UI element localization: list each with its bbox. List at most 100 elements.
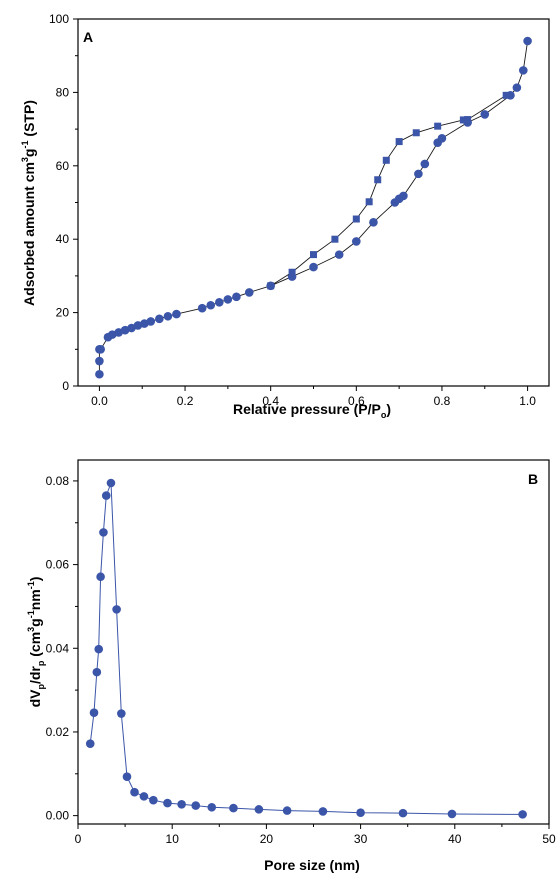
- series-a: [95, 36, 532, 379]
- data-point-a-0: [95, 356, 104, 366]
- panel-label-b: B: [528, 471, 538, 487]
- data-point-a-1: [459, 116, 467, 124]
- x-tick-label-b: 10: [166, 832, 180, 846]
- x-axis-title-a-end: ): [386, 401, 391, 417]
- data-point-a-1: [310, 251, 317, 259]
- plot-frame-b: [77, 459, 550, 825]
- y-axis-title-b-p0: dV: [27, 689, 43, 708]
- data-point-a-0: [512, 83, 522, 92]
- data-point-a-1: [288, 268, 296, 276]
- x-tick-label-b: 50: [542, 832, 556, 846]
- y-axis-title-a: Adsorbed amount cm3g-1 (STP): [20, 100, 37, 306]
- data-point-a-0: [96, 345, 105, 354]
- y-axis-title-b-p4: (cm: [27, 632, 43, 661]
- y-axis-title-b-p9: -1: [26, 581, 36, 589]
- x-tick-label-a: 0.8: [434, 394, 451, 408]
- data-point-b-0: [229, 803, 238, 813]
- y-axis-title-b-p8: nm: [27, 589, 43, 610]
- data-point-b-0: [191, 801, 201, 810]
- data-point-a-1: [365, 198, 373, 206]
- panel-a: A 0.0 0.2 0.4 0.6 0.8 1.0 0 20 40 60 80 100 Relati…: [20, 12, 550, 420]
- data-point-a-1: [267, 282, 275, 290]
- data-point-b-0: [318, 807, 328, 816]
- data-point-a-1: [412, 129, 420, 137]
- data-point-a-0: [155, 314, 164, 324]
- data-point-b-0: [130, 787, 139, 797]
- data-point-a-0: [523, 36, 532, 46]
- x-axis-title-a-main: Relative pressure (P/P: [233, 401, 381, 417]
- data-point-b-0: [518, 810, 527, 819]
- data-point-a-0: [95, 369, 104, 379]
- data-point-a-0: [146, 317, 156, 326]
- x-ticks-b: 0 10 20 30 40 50: [75, 824, 556, 846]
- y-axis-title-b-p2: /dr: [27, 666, 43, 684]
- y-tick-label-a: 40: [56, 232, 70, 246]
- panel-b: B 0 10 20 30 40 50 0.00 0.02 0.04 0.06 0.08 Pore …: [26, 459, 556, 873]
- data-point-a-0: [352, 237, 361, 246]
- y-tick-label-a: 60: [56, 159, 70, 173]
- data-point-b-0: [112, 605, 121, 614]
- panel-label-a: A: [83, 29, 93, 45]
- data-point-a-1: [434, 122, 442, 130]
- data-point-a-0: [519, 66, 528, 75]
- data-point-b-0: [149, 795, 158, 805]
- data-point-a-1: [502, 91, 510, 99]
- data-point-a-0: [172, 309, 181, 319]
- y-axis-title-b-p5: 3: [26, 627, 36, 632]
- data-point-b-0: [96, 572, 105, 582]
- data-point-a-1: [464, 116, 472, 124]
- y-axis-title-a-p4: (STP): [21, 100, 37, 140]
- y-axis-title-b-p10: ): [27, 577, 43, 582]
- data-point-b-0: [356, 808, 365, 818]
- data-point-b-0: [139, 792, 149, 801]
- data-point-b-0: [106, 478, 116, 488]
- x-tick-label-b: 40: [448, 832, 462, 846]
- data-point-a-0: [232, 292, 241, 302]
- x-tick-label-a: 0.6: [348, 394, 365, 408]
- data-point-a-0: [163, 311, 173, 321]
- y-axis-title-b-p6: g: [27, 618, 43, 627]
- data-point-a-1: [331, 235, 339, 243]
- data-point-a-0: [420, 159, 430, 169]
- data-point-b-0: [207, 802, 217, 812]
- data-point-b-0: [92, 667, 102, 677]
- series-b: [85, 478, 527, 819]
- x-axis-title-a: Relative pressure (P/Po): [233, 401, 391, 420]
- x-axis-title-a-sub: o: [381, 410, 387, 420]
- y-axis-title-b-p1: p: [36, 684, 46, 690]
- y-axis-title-a-p2: g: [21, 148, 37, 157]
- y-axis-title-b-p7: -1: [26, 610, 36, 618]
- plot-frame-a: [77, 18, 550, 387]
- y-tick-label-b: 0.02: [46, 725, 70, 739]
- data-point-a-1: [382, 156, 390, 164]
- data-point-b-0: [99, 528, 108, 537]
- data-point-a-0: [215, 298, 224, 307]
- data-point-a-0: [244, 288, 254, 297]
- data-point-b-0: [282, 806, 292, 815]
- y-ticks-a: 0 20 40 60 80 100: [49, 12, 78, 393]
- x-tick-label-a: 1.0: [519, 394, 536, 408]
- data-point-b-0: [254, 805, 264, 814]
- x-axis-title-b: Pore size (nm): [264, 857, 360, 873]
- data-point-b-0: [398, 808, 408, 818]
- y-tick-label-b: 0.00: [46, 809, 70, 823]
- data-point-b-0: [101, 491, 111, 500]
- data-point-a-0: [206, 300, 216, 310]
- data-point-a-0: [197, 303, 207, 313]
- x-tick-label-b: 0: [75, 832, 82, 846]
- series-line-a-0: [98, 40, 529, 375]
- data-point-b-0: [85, 739, 95, 748]
- data-point-b-0: [117, 709, 126, 718]
- y-axis-title-a-p3: -1: [20, 140, 30, 148]
- y-axis-title-b: dVp/drp (cm3g-1nm-1): [26, 577, 46, 708]
- y-axis-title-a-p1: 3: [20, 157, 30, 162]
- series-line-a-1: [270, 94, 507, 287]
- x-tick-label-a: 0.2: [177, 394, 194, 408]
- y-tick-label-a: 20: [56, 306, 70, 320]
- data-point-b-0: [163, 798, 172, 808]
- data-point-b-0: [89, 708, 99, 718]
- data-point-a-0: [369, 218, 378, 227]
- data-point-a-0: [437, 133, 447, 143]
- x-tick-label-a: 0.4: [262, 394, 279, 408]
